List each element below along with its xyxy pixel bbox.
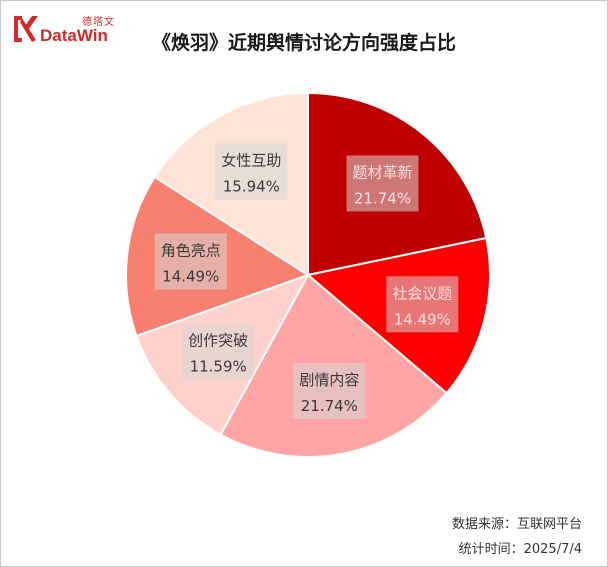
- logo-chinese-text: 德塔文: [82, 17, 115, 28]
- slice-label-name: 社会议题: [392, 284, 452, 302]
- chart-title: 《焕羽》近期舆情讨论方向强度占比: [151, 32, 456, 54]
- logo-english-text: DataWin: [40, 26, 108, 45]
- slice-label-percent: 21.74%: [301, 397, 358, 415]
- slice-label-background: [293, 363, 366, 420]
- slice-label-name: 题材革新: [352, 163, 412, 181]
- datawin-logo: 德塔文 DataWin: [8, 10, 128, 46]
- slice-label-background: [215, 143, 288, 200]
- slice-label-background: [182, 323, 255, 380]
- slice-label-name: 剧情内容: [299, 371, 359, 389]
- slice-label-background: [386, 276, 459, 333]
- slice-label-background: [346, 155, 419, 212]
- pie-labels: 题材革新 21.74% 社会议题 14.49% 剧情内容 21.74% 创作突破 11.59%…: [154, 143, 459, 420]
- data-source-note: 数据来源：互联网平台: [451, 517, 582, 532]
- slice-label-percent: 14.49%: [394, 310, 451, 328]
- slice-label-background: [154, 233, 227, 290]
- slice-label-name: 创作突破: [188, 332, 248, 350]
- datawin-logo-mark-icon: [14, 16, 38, 42]
- statistics-date-note: 统计时间：2025/7/4: [458, 542, 582, 557]
- slice-label-percent: 21.74%: [354, 189, 411, 207]
- slice-label-name: 角色亮点: [161, 242, 221, 260]
- slice-label-percent: 15.94%: [223, 177, 280, 195]
- slice-label-name: 女性互助: [221, 151, 281, 169]
- slice-label-percent: 14.49%: [162, 268, 219, 286]
- slice-label-percent: 11.59%: [190, 358, 247, 376]
